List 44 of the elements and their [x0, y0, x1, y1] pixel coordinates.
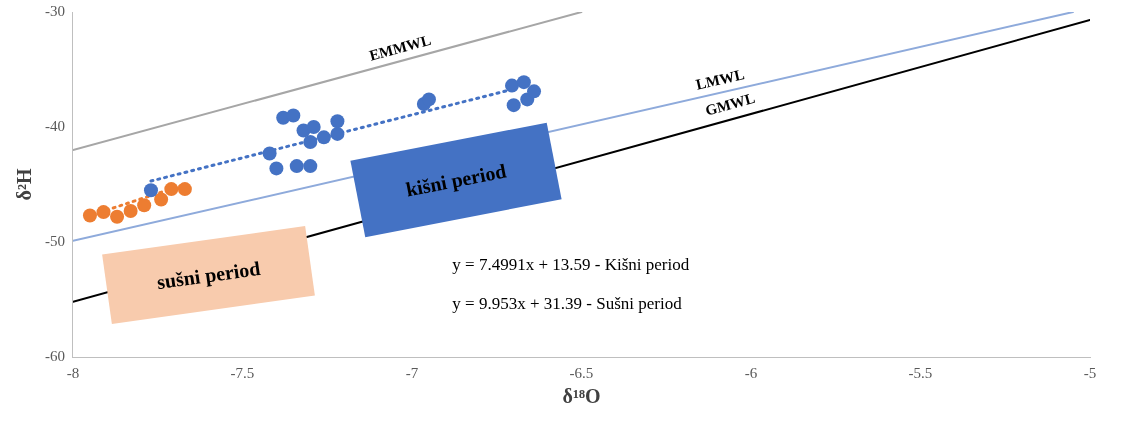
point	[527, 84, 542, 99]
x-tick-label: -7.5	[230, 364, 255, 381]
point	[506, 98, 521, 113]
point	[269, 161, 284, 176]
annotation: y = 7.4991x + 13.59 - Kišni period	[452, 255, 690, 276]
label-box: kišni period	[350, 122, 562, 238]
y-tick-label: -40	[45, 117, 65, 134]
point	[110, 209, 125, 224]
point	[421, 92, 436, 107]
point	[177, 182, 192, 197]
point	[303, 159, 318, 174]
point	[154, 192, 169, 207]
annotation: sušni period	[155, 256, 262, 294]
y-axis-title: δ²H	[13, 168, 36, 201]
point	[289, 159, 304, 174]
y-tick-label: -30	[45, 2, 65, 19]
y-tick-label: -50	[45, 232, 65, 249]
point	[262, 146, 277, 161]
x-tick-label: -5.5	[908, 364, 933, 381]
point	[516, 75, 531, 90]
x-tick-label: -8	[66, 364, 80, 381]
annotation: y = 9.953x + 31.39 - Sušni period	[452, 294, 682, 315]
point	[505, 78, 519, 93]
point	[123, 203, 138, 218]
point	[286, 108, 301, 123]
point	[306, 120, 321, 134]
x-tick-label: -6	[744, 364, 758, 381]
x-axis-title: δ¹⁸O	[562, 385, 601, 408]
point	[316, 130, 331, 145]
point	[330, 126, 345, 141]
annotation: kišni period	[403, 158, 509, 201]
point	[164, 182, 179, 197]
label-box: sušni period	[102, 226, 315, 325]
point	[96, 205, 111, 220]
point	[82, 208, 97, 223]
point	[303, 134, 318, 149]
x-tick-label: -6.5	[569, 364, 594, 381]
point	[143, 183, 158, 198]
point	[137, 198, 152, 213]
y-tick-label: -60	[45, 347, 65, 364]
point	[330, 114, 345, 129]
x-tick-label: -5	[1083, 364, 1097, 381]
text: EMMWL	[367, 31, 433, 64]
x-tick-label: -7	[405, 364, 419, 381]
